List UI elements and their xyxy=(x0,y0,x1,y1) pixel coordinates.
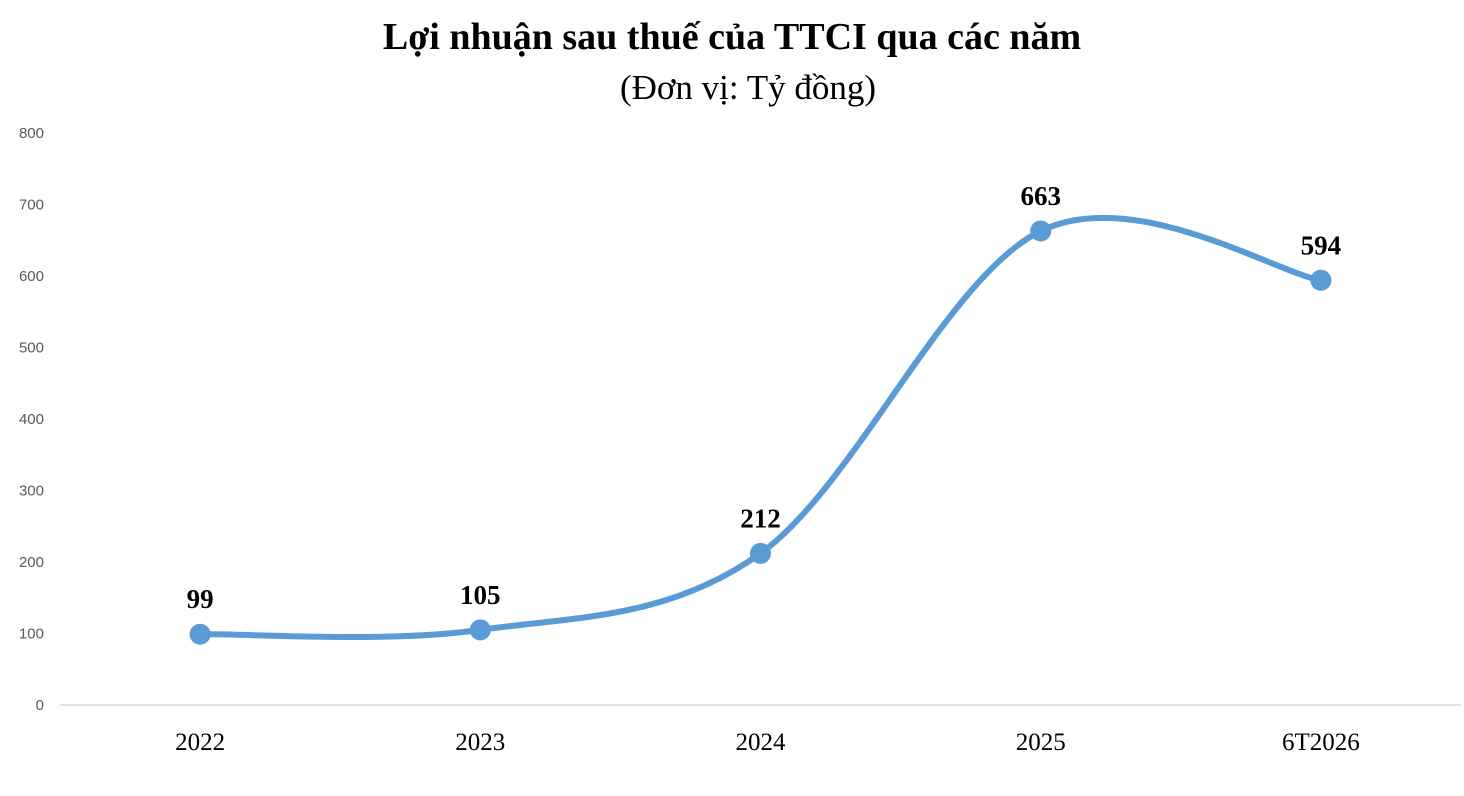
data-point-marker xyxy=(750,542,771,564)
data-point-marker xyxy=(469,619,491,641)
y-tick-label: 100 xyxy=(19,626,44,643)
data-label: 594 xyxy=(1301,230,1342,260)
x-tick-label: 6T2026 xyxy=(1282,729,1360,756)
x-tick-label: 2022 xyxy=(175,729,225,756)
y-tick-label: 200 xyxy=(19,554,44,571)
data-label: 105 xyxy=(460,580,501,610)
data-labels: 99 105 212 663 594 xyxy=(187,181,1342,614)
y-tick-label: 400 xyxy=(19,411,44,428)
chart-subtitle: (Đơn vị: Tỷ đồng) xyxy=(619,68,877,107)
data-label: 212 xyxy=(740,503,781,533)
y-tick-label: 600 xyxy=(19,268,44,285)
chart-title: Lợi nhuận sau thuế của TTCI qua các năm xyxy=(382,16,1082,58)
data-point-marker xyxy=(1310,269,1332,291)
y-tick-label: 500 xyxy=(19,340,44,357)
y-axis-tick-labels: 0 100 200 300 400 500 600 700 800 xyxy=(19,125,44,714)
y-tick-label: 700 xyxy=(19,197,44,214)
x-axis-tick-labels: 2022 2023 2024 2025 6T2026 xyxy=(175,729,1360,756)
x-tick-label: 2024 xyxy=(736,729,787,756)
series-markers xyxy=(189,220,1332,645)
y-tick-label: 800 xyxy=(19,125,44,142)
y-tick-label: 0 xyxy=(36,697,44,714)
data-label: 99 xyxy=(187,584,214,614)
x-tick-label: 2025 xyxy=(1016,729,1066,756)
series-line xyxy=(197,214,1324,641)
data-point-marker xyxy=(189,623,211,645)
x-tick-label: 2023 xyxy=(455,729,505,756)
data-point-marker xyxy=(1030,220,1052,242)
y-tick-label: 300 xyxy=(19,483,44,500)
data-label: 663 xyxy=(1020,181,1061,211)
